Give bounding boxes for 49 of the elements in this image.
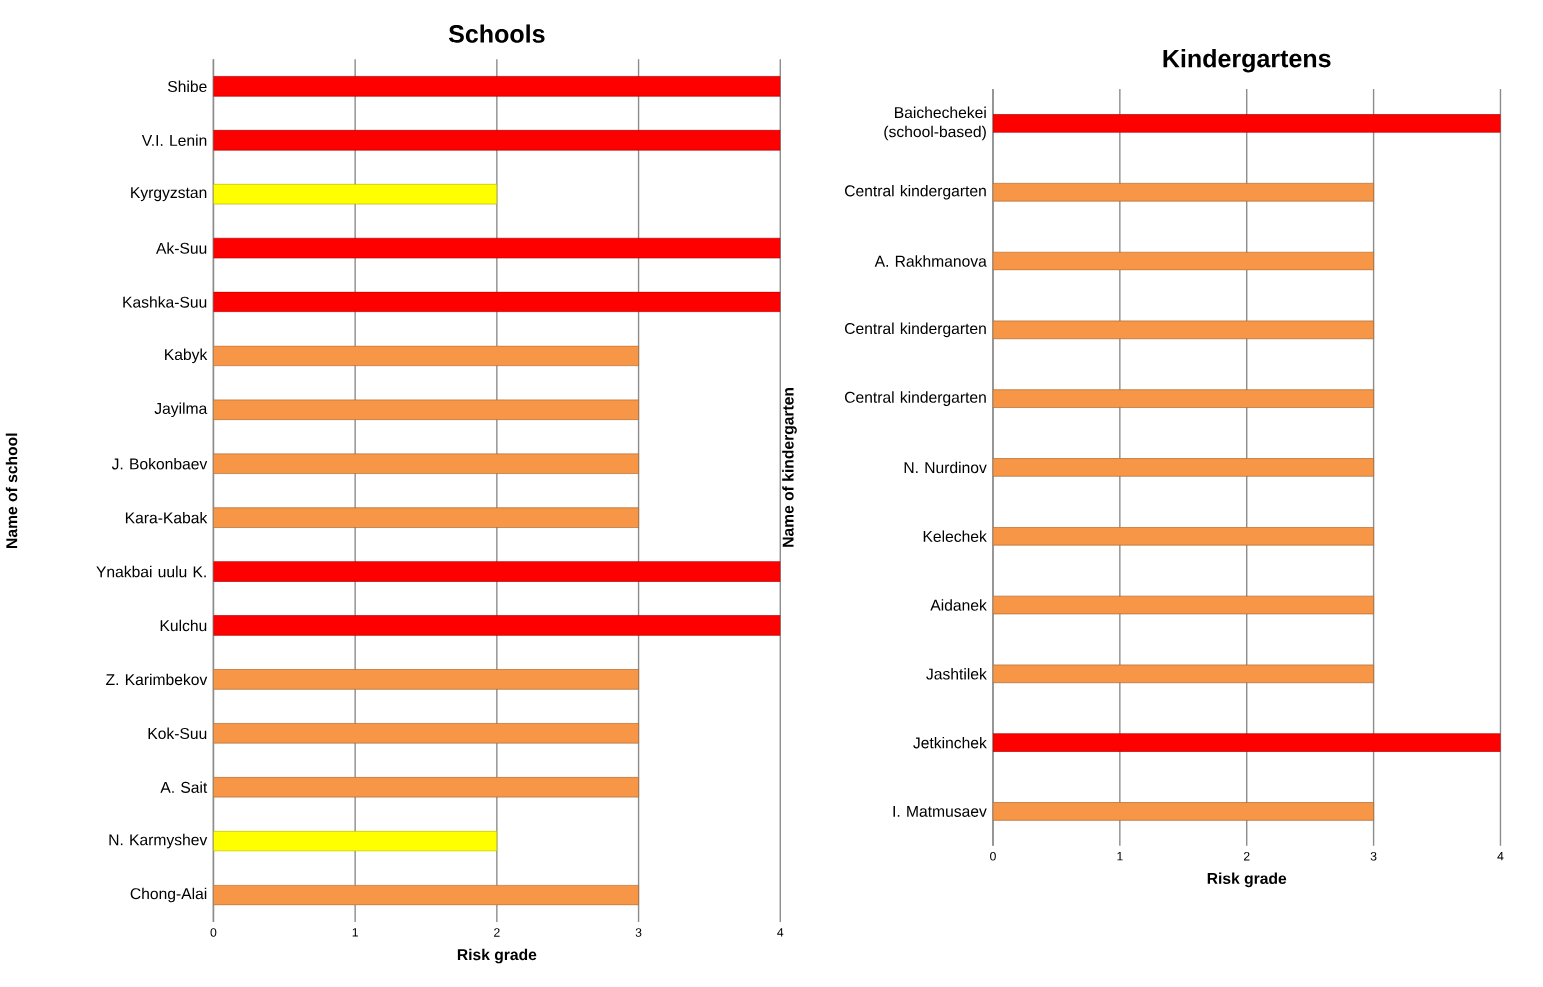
chart-title: Schools — [448, 24, 545, 43]
y-tick-label: Central kindergarten — [844, 184, 986, 200]
y-tick-label: Z. Karimbekov — [106, 673, 208, 685]
y-tick-label: Jashtilek — [926, 667, 987, 680]
x-tick-label: 1 — [352, 928, 358, 937]
bar — [213, 129, 781, 151]
y-tick-label: Chong-Alai — [130, 887, 207, 903]
x-tick-label: 4 — [777, 928, 784, 937]
y-tick-label: Jetkinchek — [913, 736, 987, 749]
y-tick-label: V.I. Lenin — [141, 134, 207, 146]
x-axis-title: Risk grade — [457, 948, 537, 964]
y-tick-label: Ynakbai uulu K. — [96, 565, 206, 578]
x-tick-label: 3 — [635, 928, 642, 937]
y-tick-label: Baichechekei (school-based) — [884, 106, 986, 141]
bar — [213, 615, 781, 636]
chart-title: Kindergartens — [1163, 48, 1331, 73]
y-tick-label: Jayilma — [154, 402, 208, 417]
y-axis-title: Name of school — [5, 433, 18, 548]
x-tick-label: 4 — [1497, 851, 1504, 861]
x-tick-label: 0 — [210, 928, 217, 937]
y-tick-label: Central kindergarten — [844, 391, 986, 406]
x-tick-label: 3 — [1370, 851, 1377, 861]
y-axis-title: Name of kindergarten — [782, 387, 797, 547]
y-tick-label: Kashka-Suu — [123, 296, 207, 308]
y-tick-label: Kabyk — [165, 348, 208, 364]
y-tick-label: Kyrgyzstan — [131, 187, 207, 202]
y-tick-label: Kelechek — [923, 530, 987, 542]
y-tick-label: Aidanek — [930, 599, 987, 611]
y-tick-label: A. Rakhmanova — [874, 255, 987, 267]
y-tick-label: J. Bokonbaev — [111, 457, 208, 470]
y-tick-label: Kok-Suu — [148, 727, 207, 739]
x-tick-label: 1 — [1117, 851, 1123, 861]
bar — [213, 75, 781, 97]
x-tick-label: 2 — [494, 928, 500, 937]
y-tick-label: Shibe — [167, 80, 207, 92]
y-tick-label: I. Matmusaev — [893, 805, 987, 817]
y-tick-label: Central kindergarten — [844, 322, 986, 337]
y-tick-label: N. Karmyshev — [109, 833, 208, 849]
bar — [213, 830, 498, 852]
bar — [213, 561, 781, 582]
x-axis-title: Risk grade — [1207, 872, 1287, 888]
x-tick-label: 2 — [1243, 851, 1250, 861]
y-tick-label: Ak-Suu — [156, 242, 207, 254]
y-tick-label: Kulchu — [160, 619, 207, 632]
x-tick-label: 0 — [990, 851, 996, 861]
bar — [213, 291, 781, 313]
y-tick-label: N. Nurdinov — [904, 461, 987, 474]
y-tick-label: A. Sait — [160, 781, 208, 793]
y-tick-label: Kara-Kabak — [125, 511, 208, 524]
